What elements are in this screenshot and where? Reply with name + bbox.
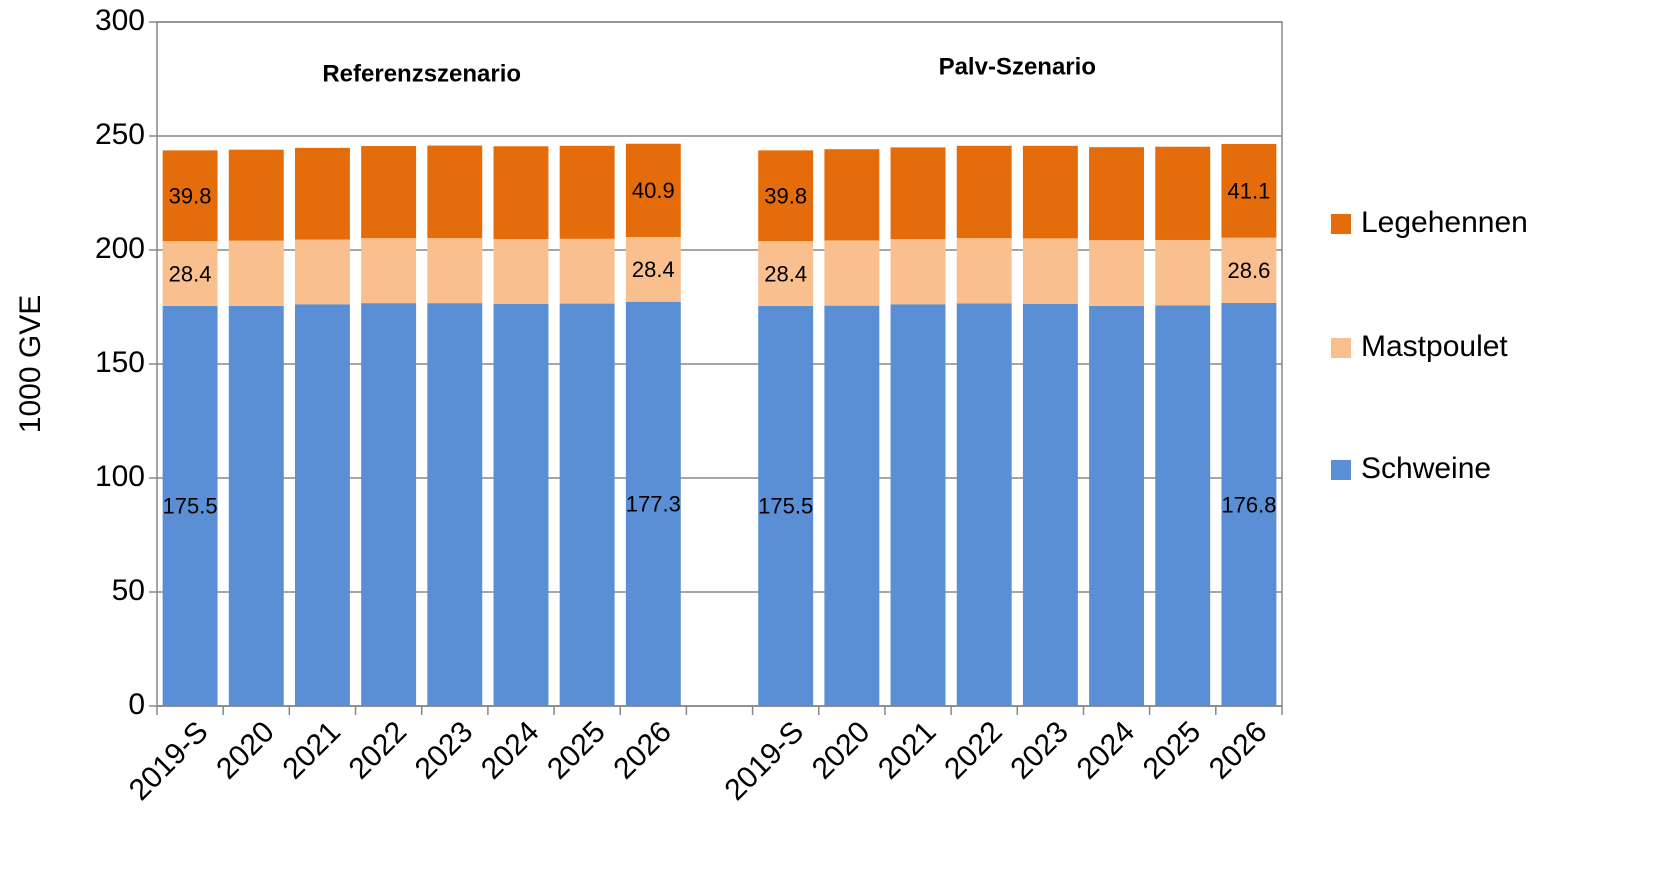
bar-segment <box>956 145 1012 239</box>
bar-segment <box>956 238 1012 304</box>
data-label: 175.5 <box>758 494 813 519</box>
x-tick-label: 2025 <box>541 715 612 786</box>
x-tick-label: 2022 <box>343 715 414 786</box>
x-tick-label: 2023 <box>409 715 480 786</box>
data-label: 40.9 <box>632 178 675 203</box>
bar-segment <box>559 145 615 239</box>
x-tick-label: 2021 <box>872 715 943 786</box>
bar-segment <box>427 145 483 239</box>
bar-segment <box>625 143 681 238</box>
bar-segment <box>625 237 681 302</box>
y-tick-label: 50 <box>112 574 145 607</box>
x-tick-label: 2023 <box>1004 715 1075 786</box>
bar-segment <box>1221 143 1277 238</box>
bar-segment <box>824 305 880 706</box>
bar-segment <box>758 305 814 706</box>
data-label: 177.3 <box>626 492 681 517</box>
bar-segment <box>1155 146 1211 240</box>
annotation: Palv-Szenario <box>939 53 1096 80</box>
x-tick-label: 2019-S <box>123 715 215 807</box>
x-tick-label: 2021 <box>276 715 347 786</box>
bar-segment <box>427 303 483 706</box>
legend-swatch <box>1331 214 1351 234</box>
bar-segment <box>758 150 814 242</box>
x-tick-label: 2024 <box>1071 715 1142 786</box>
y-tick-label: 100 <box>95 460 145 493</box>
y-tick-label: 200 <box>95 232 145 265</box>
annotation: Referenzszenario <box>322 60 521 87</box>
bar-segment <box>427 238 483 304</box>
bar-segment <box>625 301 681 706</box>
data-label: 28.6 <box>1227 258 1270 283</box>
data-label: 28.4 <box>632 257 675 282</box>
data-label: 39.8 <box>764 184 807 209</box>
bar-segment <box>493 239 549 304</box>
y-axis-label: 1000 GVE <box>14 295 47 433</box>
y-tick-label: 150 <box>95 346 145 379</box>
bar-segment <box>493 146 549 240</box>
bar-segment <box>294 304 350 706</box>
data-label: 28.4 <box>169 261 212 286</box>
x-tick-label: 2019-S <box>718 715 810 807</box>
bar-segment <box>758 241 814 306</box>
bar-segment <box>162 241 218 306</box>
data-label: 41.1 <box>1227 179 1270 204</box>
bar-segment <box>1089 240 1145 306</box>
x-tick-label: 2022 <box>938 715 1009 786</box>
x-tick-label: 2020 <box>806 715 877 786</box>
bar-segment <box>228 240 284 306</box>
data-label: 175.5 <box>163 494 218 519</box>
bar-segment <box>1155 239 1211 306</box>
x-tick-label: 2026 <box>1203 715 1274 786</box>
bar-segment <box>1221 302 1277 706</box>
bar-segment <box>1022 303 1078 706</box>
legend-label: Schweine <box>1361 452 1491 485</box>
data-label: 28.4 <box>764 261 807 286</box>
x-tick-label: 2024 <box>475 715 546 786</box>
bar-segment <box>162 150 218 242</box>
bar-segment <box>890 147 946 240</box>
x-tick-label: 2026 <box>607 715 678 786</box>
bar-segment <box>1089 147 1145 241</box>
bar-segment <box>559 303 615 706</box>
bar-segment <box>361 146 417 239</box>
bar-segment <box>1022 238 1078 304</box>
bar-segment <box>294 239 350 305</box>
data-label: 176.8 <box>1221 492 1276 517</box>
bar-segment <box>956 303 1012 706</box>
y-tick-label: 250 <box>95 118 145 151</box>
bar-segment <box>559 238 615 304</box>
y-tick-label: 300 <box>95 4 145 37</box>
bar-segment <box>1155 305 1211 706</box>
bar-segment <box>361 238 417 304</box>
bar-segment <box>228 305 284 706</box>
legend-swatch <box>1331 460 1351 480</box>
legend-swatch <box>1331 338 1351 358</box>
y-tick-label: 0 <box>128 688 145 721</box>
legend-label: Mastpoulet <box>1361 330 1508 363</box>
bar-segment <box>1089 305 1145 706</box>
x-tick-label: 2020 <box>210 715 281 786</box>
bar-segment <box>493 303 549 706</box>
data-label: 39.8 <box>169 184 212 209</box>
bar-segment <box>890 304 946 706</box>
x-tick-label: 2025 <box>1137 715 1208 786</box>
bar-segment <box>824 240 880 306</box>
bar-segment <box>1221 237 1277 303</box>
bar-segment <box>1022 145 1078 239</box>
bar-segment <box>294 147 350 240</box>
bar-segment <box>228 149 284 241</box>
legend-label: Legehennen <box>1361 206 1528 239</box>
bar-segment <box>890 239 946 305</box>
bar-segment <box>824 149 880 241</box>
bar-segment <box>162 305 218 706</box>
bar-segment <box>361 303 417 706</box>
